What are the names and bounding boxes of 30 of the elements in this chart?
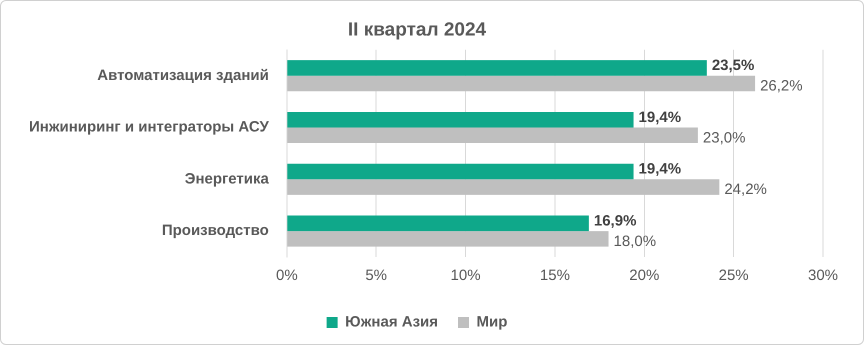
x-tick-label: 25% xyxy=(718,267,749,284)
x-tick-label: 15% xyxy=(540,267,570,284)
legend-label: Мир xyxy=(476,314,508,331)
bar xyxy=(287,112,634,128)
data-label: 19,4% xyxy=(638,160,682,178)
data-label: 19,4% xyxy=(638,108,682,126)
chart-title: II квартал 2024 xyxy=(348,20,487,41)
bar xyxy=(287,216,589,232)
bar xyxy=(287,60,707,76)
data-label: 23,0% xyxy=(702,129,746,146)
bar xyxy=(287,231,609,247)
data-label: 18,0% xyxy=(614,233,656,250)
x-tick-label: 20% xyxy=(629,267,660,284)
x-tick-label: 30% xyxy=(808,267,838,284)
y-tick-label: Энергетика xyxy=(184,170,270,188)
y-tick-label: Инжиниринг и интеграторы АСУ xyxy=(28,118,270,136)
x-tick-label: 0% xyxy=(276,267,298,284)
bar xyxy=(287,128,698,144)
data-label: 26,2% xyxy=(760,78,803,95)
y-tick-label: Автоматизация зданий xyxy=(97,66,269,84)
bar xyxy=(287,76,756,92)
x-tick-label: 10% xyxy=(450,267,481,284)
legend-label: Южная Азия xyxy=(345,314,438,331)
data-label: 24,2% xyxy=(724,181,767,198)
bar xyxy=(287,179,720,195)
data-label: 16,9% xyxy=(594,212,636,230)
x-tick-label: 5% xyxy=(365,267,388,284)
data-label: 23,5% xyxy=(712,57,754,74)
bar xyxy=(287,164,634,180)
y-tick-label: Производство xyxy=(162,222,269,240)
